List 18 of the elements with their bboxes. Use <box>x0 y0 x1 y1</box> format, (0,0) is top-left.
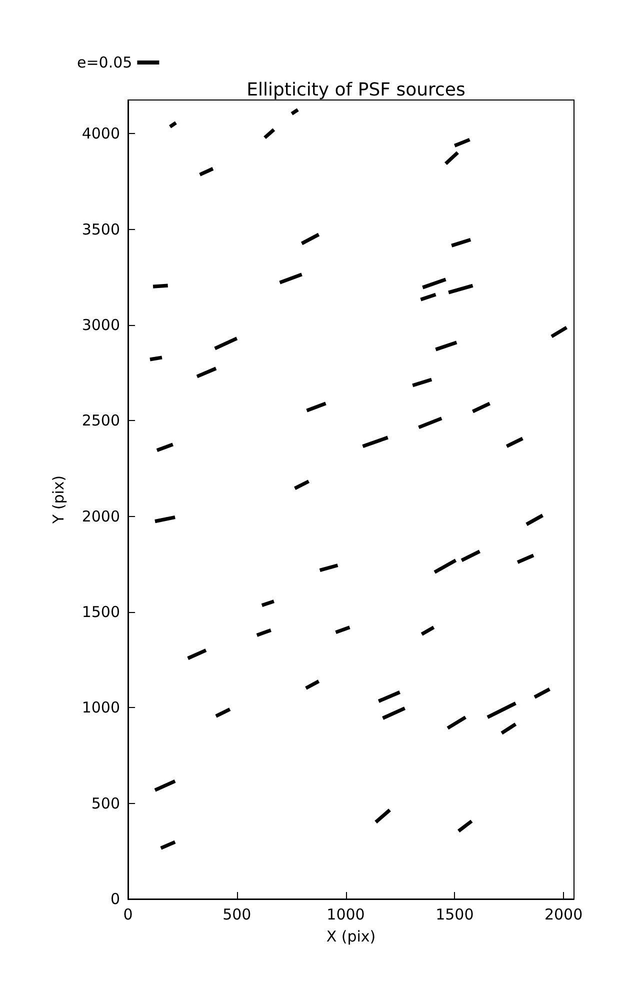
y-tick-label: 3500 <box>82 220 120 238</box>
y-tick-label: 2000 <box>82 507 120 526</box>
x-tick-label: 0 <box>123 906 133 924</box>
legend-label: e=0.05 <box>76 54 132 72</box>
x-tick-label: 1500 <box>436 906 474 924</box>
y-tick-label: 3000 <box>82 316 120 334</box>
x-tick-label: 1000 <box>326 906 365 924</box>
y-tick-label: 1000 <box>82 698 120 717</box>
y-tick-label: 4000 <box>82 124 120 143</box>
y-tick-label: 500 <box>91 794 120 812</box>
chart-title: Ellipticity of PSF sources <box>246 80 466 100</box>
x-tick-label: 2000 <box>544 906 583 924</box>
y-tick-label: 2500 <box>82 412 120 430</box>
y-axis-title: Y (pix) <box>50 475 68 525</box>
x-axis-title: X (pix) <box>326 928 376 946</box>
x-tick-label: 500 <box>222 906 252 924</box>
y-tick-label: 0 <box>110 890 120 908</box>
y-tick-label: 1500 <box>82 603 120 622</box>
